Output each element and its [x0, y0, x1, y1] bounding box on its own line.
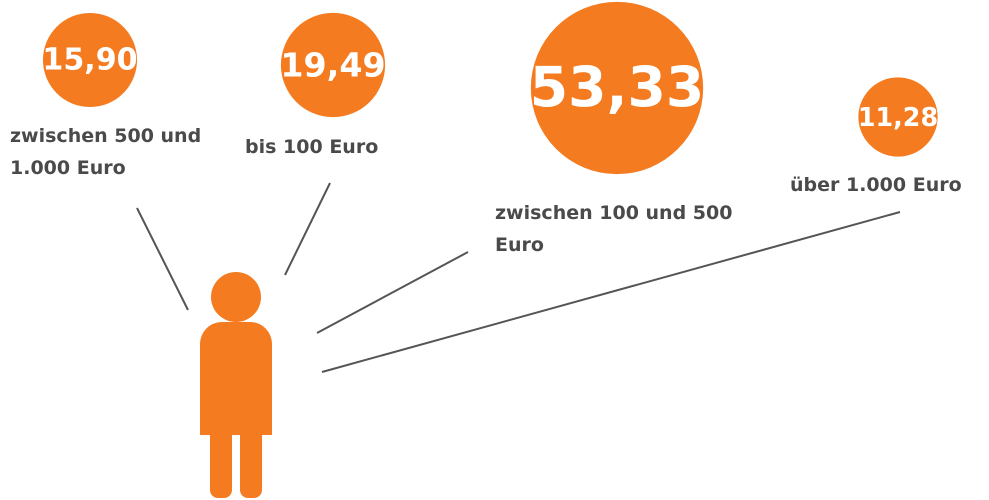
connector-lines — [136, 182, 901, 373]
bubble — [530, 1, 704, 175]
bubble-label: 15,90 — [42, 43, 137, 78]
bubble-label: 53,33 — [530, 56, 705, 120]
bubble — [858, 77, 938, 157]
category-label: zwischen 100 und 500 Euro — [495, 202, 733, 256]
person-leg — [210, 420, 232, 498]
bubble-label: 19,49 — [280, 46, 385, 85]
connector — [136, 207, 189, 311]
bubble-label: 11,28 — [858, 102, 938, 132]
person-icon — [200, 272, 272, 498]
person-head — [211, 272, 261, 322]
connector — [321, 211, 901, 373]
person-body — [200, 360, 272, 435]
category-label: zwischen 500 und 1.000 Euro — [10, 125, 202, 179]
category-label: bis 100 Euro — [245, 136, 379, 158]
person-leg — [240, 420, 262, 498]
category-label: über 1.000 Euro — [790, 174, 962, 196]
connector — [284, 182, 331, 276]
bubble — [280, 12, 386, 118]
connector — [316, 251, 469, 334]
bubble — [42, 12, 138, 108]
